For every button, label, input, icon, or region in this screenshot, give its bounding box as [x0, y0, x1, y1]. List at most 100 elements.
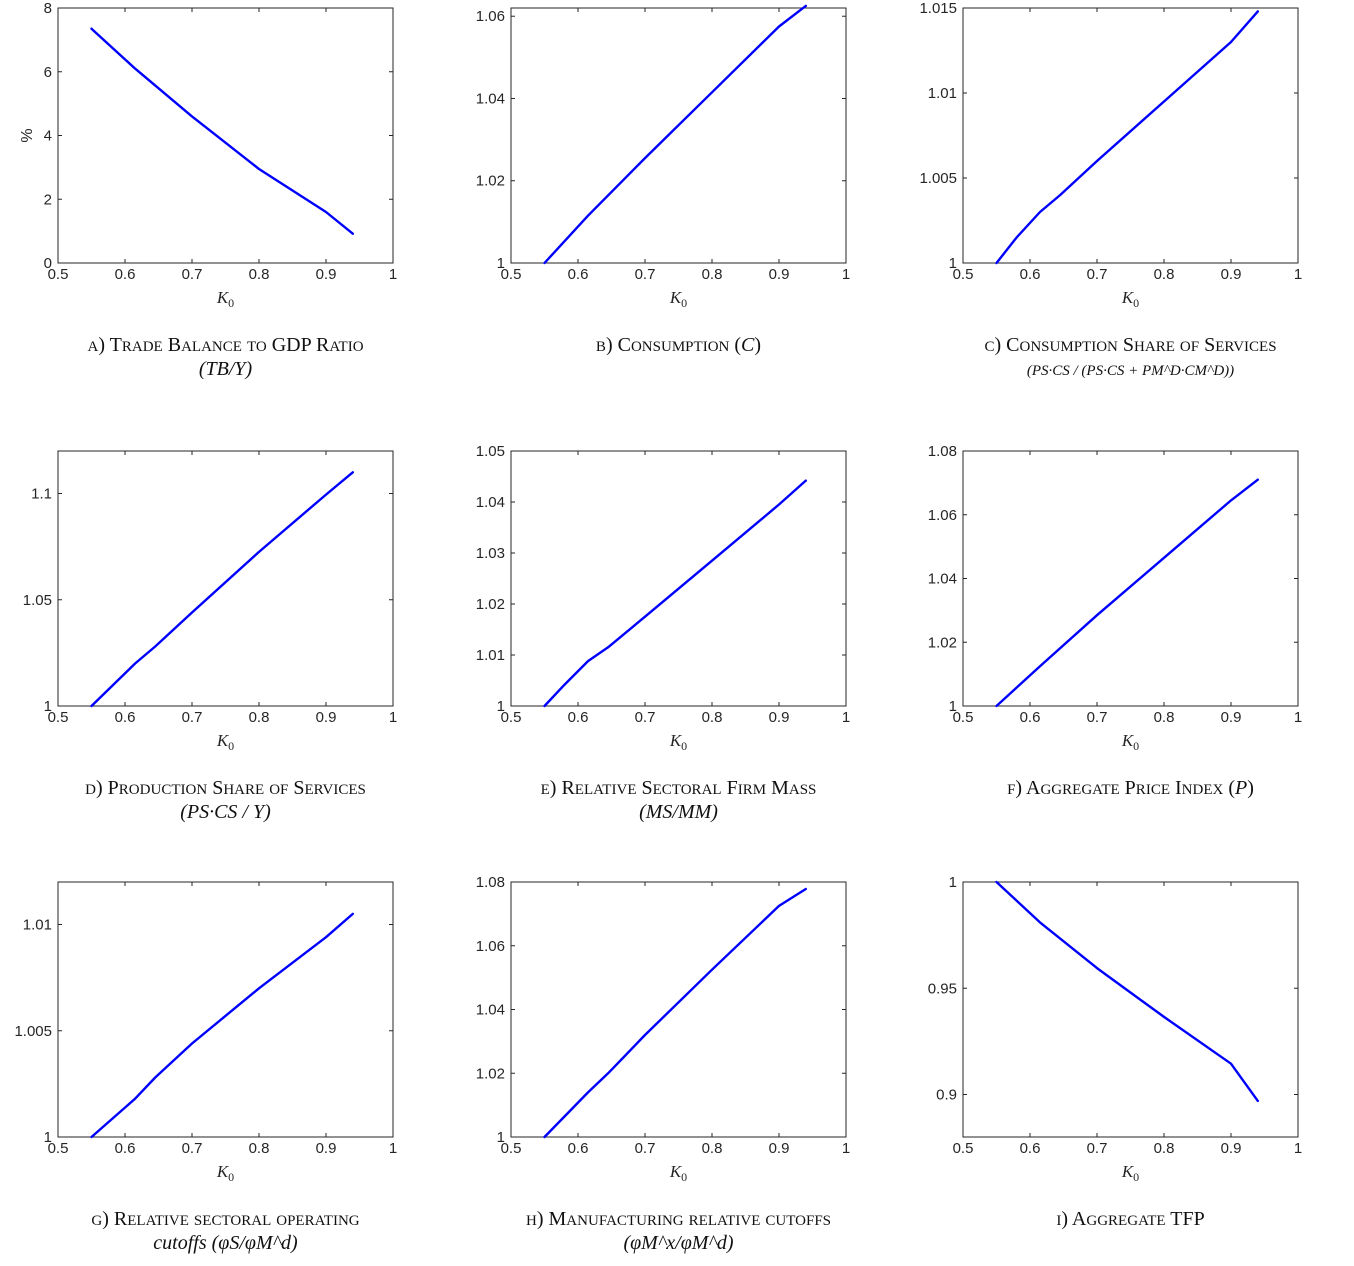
- series-line-g: [90, 912, 354, 1139]
- x-tick-label: 0.5: [501, 1140, 522, 1157]
- series-line-e: [543, 479, 807, 708]
- y-tick-label: 1.06: [476, 938, 505, 955]
- chart-panel-a: 0.5 0.6 0.7 0.8 0.9 1 0 2 4 6 8 K0% A) TRADE BALANCE…: [19, 0, 397, 380]
- y-tick-label: 8: [44, 0, 52, 17]
- x-tick-label: 1: [389, 709, 397, 726]
- y-tick-label: 1.08: [476, 874, 505, 891]
- y-tick-label: 1.1: [31, 486, 52, 503]
- y-tick-label: 1.02: [476, 596, 505, 613]
- y-tick-label: 1: [44, 1129, 52, 1146]
- x-axis-label: K0: [216, 288, 234, 310]
- y-tick-label: 1.02: [476, 1065, 505, 1082]
- caption-g: G) RELATIVE SECTORAL OPERATING: [91, 1208, 359, 1230]
- y-tick-label: 1: [497, 1129, 505, 1146]
- x-tick-label: 0.7: [1087, 266, 1108, 283]
- y-tick-label: 1: [497, 698, 505, 715]
- chart-panel-d: 0.5 0.6 0.7 0.8 0.9 1 1 1.05 1.1 K0 D) PRODUCTION …: [23, 450, 397, 823]
- chart-panel-h: 0.5 0.6 0.7 0.8 0.9 1 1 1.02 1.04 1.06 1.08 K0 H) MA…: [476, 874, 850, 1254]
- chart-panel-i: 0.5 0.6 0.7 0.8 0.9 1 0.9 0.95 1 K0 I) AGGREGATE T…: [928, 874, 1302, 1230]
- x-tick-label: 0.7: [182, 266, 203, 283]
- x-tick-label: 1: [1294, 1140, 1302, 1157]
- y-tick-label: 0.9: [936, 1087, 957, 1104]
- series-line-b: [543, 4, 807, 265]
- plot-area-f: [962, 450, 1299, 707]
- x-tick-label: 0.5: [48, 709, 69, 726]
- y-tick-label: 1.005: [919, 170, 957, 187]
- x-tick-label: 0.6: [115, 266, 136, 283]
- series-line-f: [995, 478, 1259, 708]
- y-tick-label: 1: [44, 698, 52, 715]
- x-tick-label: 0.7: [635, 266, 656, 283]
- x-tick-label: 0.5: [48, 1140, 69, 1157]
- x-axis-label: K0: [669, 288, 687, 310]
- x-tick-label: 0.5: [48, 266, 69, 283]
- plot-area-e: [510, 450, 847, 707]
- series-line-i: [995, 880, 1259, 1103]
- x-tick-label: 0.5: [953, 1140, 974, 1157]
- y-tick-label: 1: [949, 698, 957, 715]
- x-tick-label: 0.5: [501, 709, 522, 726]
- x-axis-label: K0: [1121, 288, 1139, 310]
- caption-d: D) PRODUCTION SHARE OF SERVICES: [85, 777, 366, 799]
- y-tick-label: 0.95: [928, 980, 957, 997]
- caption-h: H) MANUFACTURING RELATIVE CUTOFFS: [526, 1208, 831, 1230]
- y-tick-label: 1.005: [14, 1023, 52, 1040]
- x-tick-label: 0.9: [316, 709, 337, 726]
- caption-formula-g: cutoffs (φS/φM^d): [153, 1232, 298, 1254]
- x-tick-label: 0.8: [249, 266, 270, 283]
- x-tick-label: 0.6: [568, 266, 589, 283]
- x-axis-label: K0: [1121, 1162, 1139, 1184]
- x-tick-label: 0.9: [316, 1140, 337, 1157]
- series-line-h: [543, 887, 807, 1139]
- series-line-a: [90, 27, 354, 235]
- x-tick-label: 0.7: [1087, 709, 1108, 726]
- y-tick-label: 1.02: [476, 173, 505, 190]
- x-tick-label: 0.7: [635, 1140, 656, 1157]
- y-tick-label: 1: [949, 255, 957, 272]
- caption-formula-a: (TB/Y): [199, 358, 253, 380]
- y-tick-label: 1: [949, 874, 957, 891]
- series-line-d: [90, 471, 354, 708]
- x-tick-label: 0.8: [1154, 266, 1175, 283]
- y-tick-label: 1.06: [928, 507, 957, 524]
- y-tick-label: 1.01: [476, 647, 505, 664]
- x-tick-label: 0.9: [769, 1140, 790, 1157]
- x-tick-label: 0.9: [1221, 1140, 1242, 1157]
- y-tick-label: 2: [44, 191, 52, 208]
- caption-b: B) CONSUMPTION (C): [596, 334, 761, 356]
- chart-panel-f: 0.5 0.6 0.7 0.8 0.9 1 1 1.02 1.04 1.06 1.08 K0 F) AG…: [928, 443, 1302, 799]
- caption-formula-h: (φM^x/φM^d): [623, 1232, 733, 1254]
- x-tick-label: 0.6: [1020, 709, 1041, 726]
- x-tick-label: 0.9: [1221, 709, 1242, 726]
- caption-e: E) RELATIVE SECTORAL FIRM MASS: [541, 777, 817, 799]
- chart-panel-e: 0.5 0.6 0.7 0.8 0.9 1 1 1.01 1.02 1.03 1.04 1.05 K0 E…: [476, 443, 850, 823]
- x-tick-label: 1: [842, 709, 850, 726]
- caption-a: A) TRADE BALANCE TO GDP RATIO: [87, 334, 363, 356]
- y-tick-label: 1.06: [476, 8, 505, 25]
- series-line-c: [995, 10, 1259, 265]
- x-tick-label: 1: [389, 266, 397, 283]
- x-tick-label: 0.8: [702, 266, 723, 283]
- y-tick-label: 1.015: [919, 0, 957, 17]
- y-tick-label: 0: [44, 255, 52, 272]
- y-tick-label: 1.01: [23, 917, 52, 934]
- x-tick-label: 0.5: [953, 266, 974, 283]
- x-axis-label: K0: [216, 1162, 234, 1184]
- chart-panel-b: 0.5 0.6 0.7 0.8 0.9 1 1 1.02 1.04 1.06 K0 B) CONSUM…: [476, 4, 850, 356]
- y-tick-label: 1.01: [928, 85, 957, 102]
- y-tick-label: 1.04: [476, 1002, 505, 1019]
- caption-formula-d: (PS·CS / Y): [180, 801, 271, 823]
- x-tick-label: 1: [389, 1140, 397, 1157]
- x-tick-label: 1: [1294, 266, 1302, 283]
- x-tick-label: 0.6: [1020, 266, 1041, 283]
- y-tick-label: 1.04: [476, 494, 505, 511]
- x-tick-label: 0.8: [1154, 1140, 1175, 1157]
- plot-area-d: [57, 450, 394, 707]
- x-tick-label: 0.8: [1154, 709, 1175, 726]
- x-tick-label: 1: [842, 1140, 850, 1157]
- x-tick-label: 1: [842, 266, 850, 283]
- x-tick-label: 0.5: [501, 266, 522, 283]
- x-tick-label: 0.8: [702, 1140, 723, 1157]
- x-tick-label: 0.7: [182, 709, 203, 726]
